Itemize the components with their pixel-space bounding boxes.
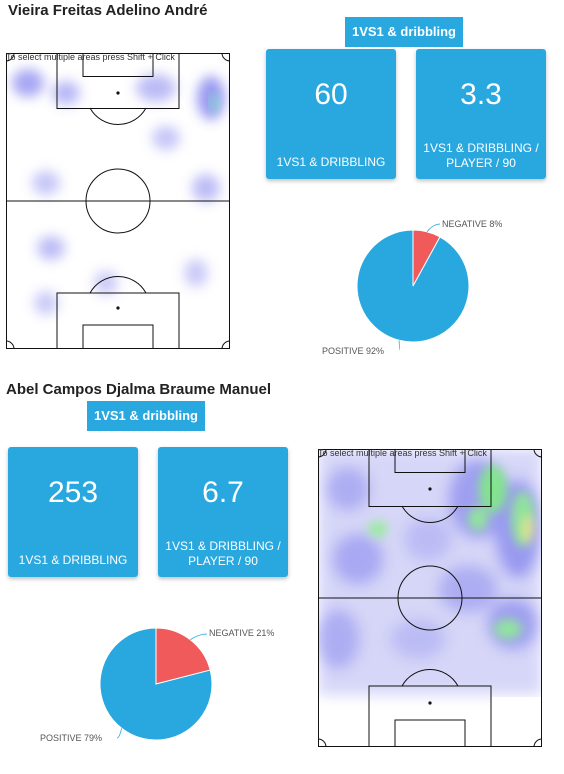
stat-value: 60 bbox=[314, 78, 348, 111]
pie-chart: NEGATIVE 8% POSITIVE 92% bbox=[290, 212, 540, 362]
stat-label: 1VS1 & DRIBBLING bbox=[18, 553, 128, 567]
heatmap-pitch[interactable]: To select multiple areas press Shift + C… bbox=[6, 52, 230, 349]
pitch-hint: To select multiple areas press Shift + C… bbox=[6, 52, 175, 62]
pie-connector bbox=[116, 728, 123, 739]
heat-blob bbox=[32, 171, 60, 195]
heat-blob bbox=[404, 517, 452, 561]
heat-blob bbox=[326, 467, 370, 511]
heatmap-pitch[interactable]: To select multiple areas press Shift + C… bbox=[318, 448, 542, 747]
heat-blob bbox=[136, 74, 176, 102]
pie-svg bbox=[356, 223, 470, 351]
heat-hotspot bbox=[522, 515, 534, 543]
heat-blob bbox=[52, 81, 80, 105]
heat-blob bbox=[192, 174, 220, 202]
heat-blob bbox=[152, 126, 180, 150]
stat-value: 6.7 bbox=[202, 476, 244, 509]
heat-hotspot bbox=[210, 94, 220, 112]
heat-blob bbox=[34, 291, 58, 315]
pitch-lines bbox=[6, 53, 230, 349]
section-badge: 1VS1 & dribbling bbox=[345, 17, 463, 47]
stat-card-total: 253 1VS1 & DRIBBLING bbox=[8, 447, 138, 577]
pie-slice-positive[interactable] bbox=[356, 229, 470, 343]
pie-connector bbox=[426, 223, 441, 233]
pie-slice-positive[interactable] bbox=[99, 627, 213, 741]
heat-hotspot bbox=[479, 465, 507, 513]
pie-chart: NEGATIVE 21% POSITIVE 79% bbox=[32, 616, 292, 756]
pie-svg bbox=[99, 627, 213, 741]
heat-blob bbox=[318, 609, 360, 669]
pie-label-positive: POSITIVE 79% bbox=[40, 733, 103, 743]
heat-blob bbox=[390, 619, 446, 659]
heat-hotspot bbox=[494, 619, 522, 639]
pie-connector bbox=[398, 340, 401, 351]
stat-label: 1VS1 & DRIBBLING / PLAYER / 90 bbox=[165, 539, 281, 568]
section-badge: 1VS1 & dribbling bbox=[87, 401, 205, 431]
stat-label: 1VS1 & DRIBBLING bbox=[276, 155, 386, 169]
heat-hotspot bbox=[468, 507, 488, 531]
pitch-lines bbox=[318, 449, 542, 747]
heat-blob bbox=[94, 271, 118, 295]
stat-card-total: 60 1VS1 & DRIBBLING bbox=[266, 49, 396, 179]
pie-label-negative: NEGATIVE 21% bbox=[209, 628, 275, 638]
heat-blob bbox=[438, 565, 498, 613]
pie-label-positive: POSITIVE 92% bbox=[322, 346, 385, 356]
pitch-svg bbox=[318, 449, 542, 747]
stat-card-per90: 6.7 1VS1 & DRIBBLING / PLAYER / 90 bbox=[158, 447, 288, 577]
stat-value: 3.3 bbox=[460, 78, 502, 111]
heat-blob bbox=[184, 259, 208, 287]
pitch-hint: To select multiple areas press Shift + C… bbox=[318, 448, 487, 458]
heat-blob bbox=[12, 69, 44, 97]
pie-connector bbox=[190, 633, 208, 641]
pitch-svg bbox=[6, 53, 230, 349]
stat-card-per90: 3.3 1VS1 & DRIBBLING / PLAYER / 90 bbox=[416, 49, 546, 179]
stat-value: 253 bbox=[47, 476, 99, 509]
player-name: Vieira Freitas Adelino André bbox=[8, 2, 208, 19]
heat-blob bbox=[37, 236, 65, 260]
pie-label-negative: NEGATIVE 8% bbox=[442, 219, 503, 229]
player-name: Abel Campos Djalma Braume Manuel bbox=[6, 381, 272, 398]
heat-hotspot bbox=[368, 521, 388, 537]
heat-blob bbox=[332, 533, 384, 585]
stat-label: 1VS1 & DRIBBLING / PLAYER / 90 bbox=[423, 141, 539, 170]
